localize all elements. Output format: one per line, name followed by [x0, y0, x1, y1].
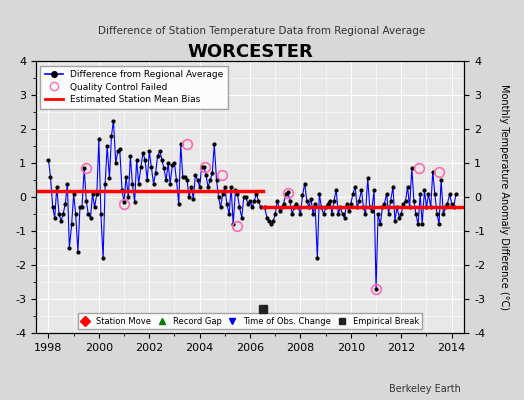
Text: Difference of Station Temperature Data from Regional Average: Difference of Station Temperature Data f… [99, 26, 425, 36]
Title: WORCESTER: WORCESTER [187, 43, 313, 61]
Text: Berkeley Earth: Berkeley Earth [389, 384, 461, 394]
Y-axis label: Monthly Temperature Anomaly Difference (°C): Monthly Temperature Anomaly Difference (… [499, 84, 509, 310]
Legend: Station Move, Record Gap, Time of Obs. Change, Empirical Break: Station Move, Record Gap, Time of Obs. C… [78, 314, 422, 329]
